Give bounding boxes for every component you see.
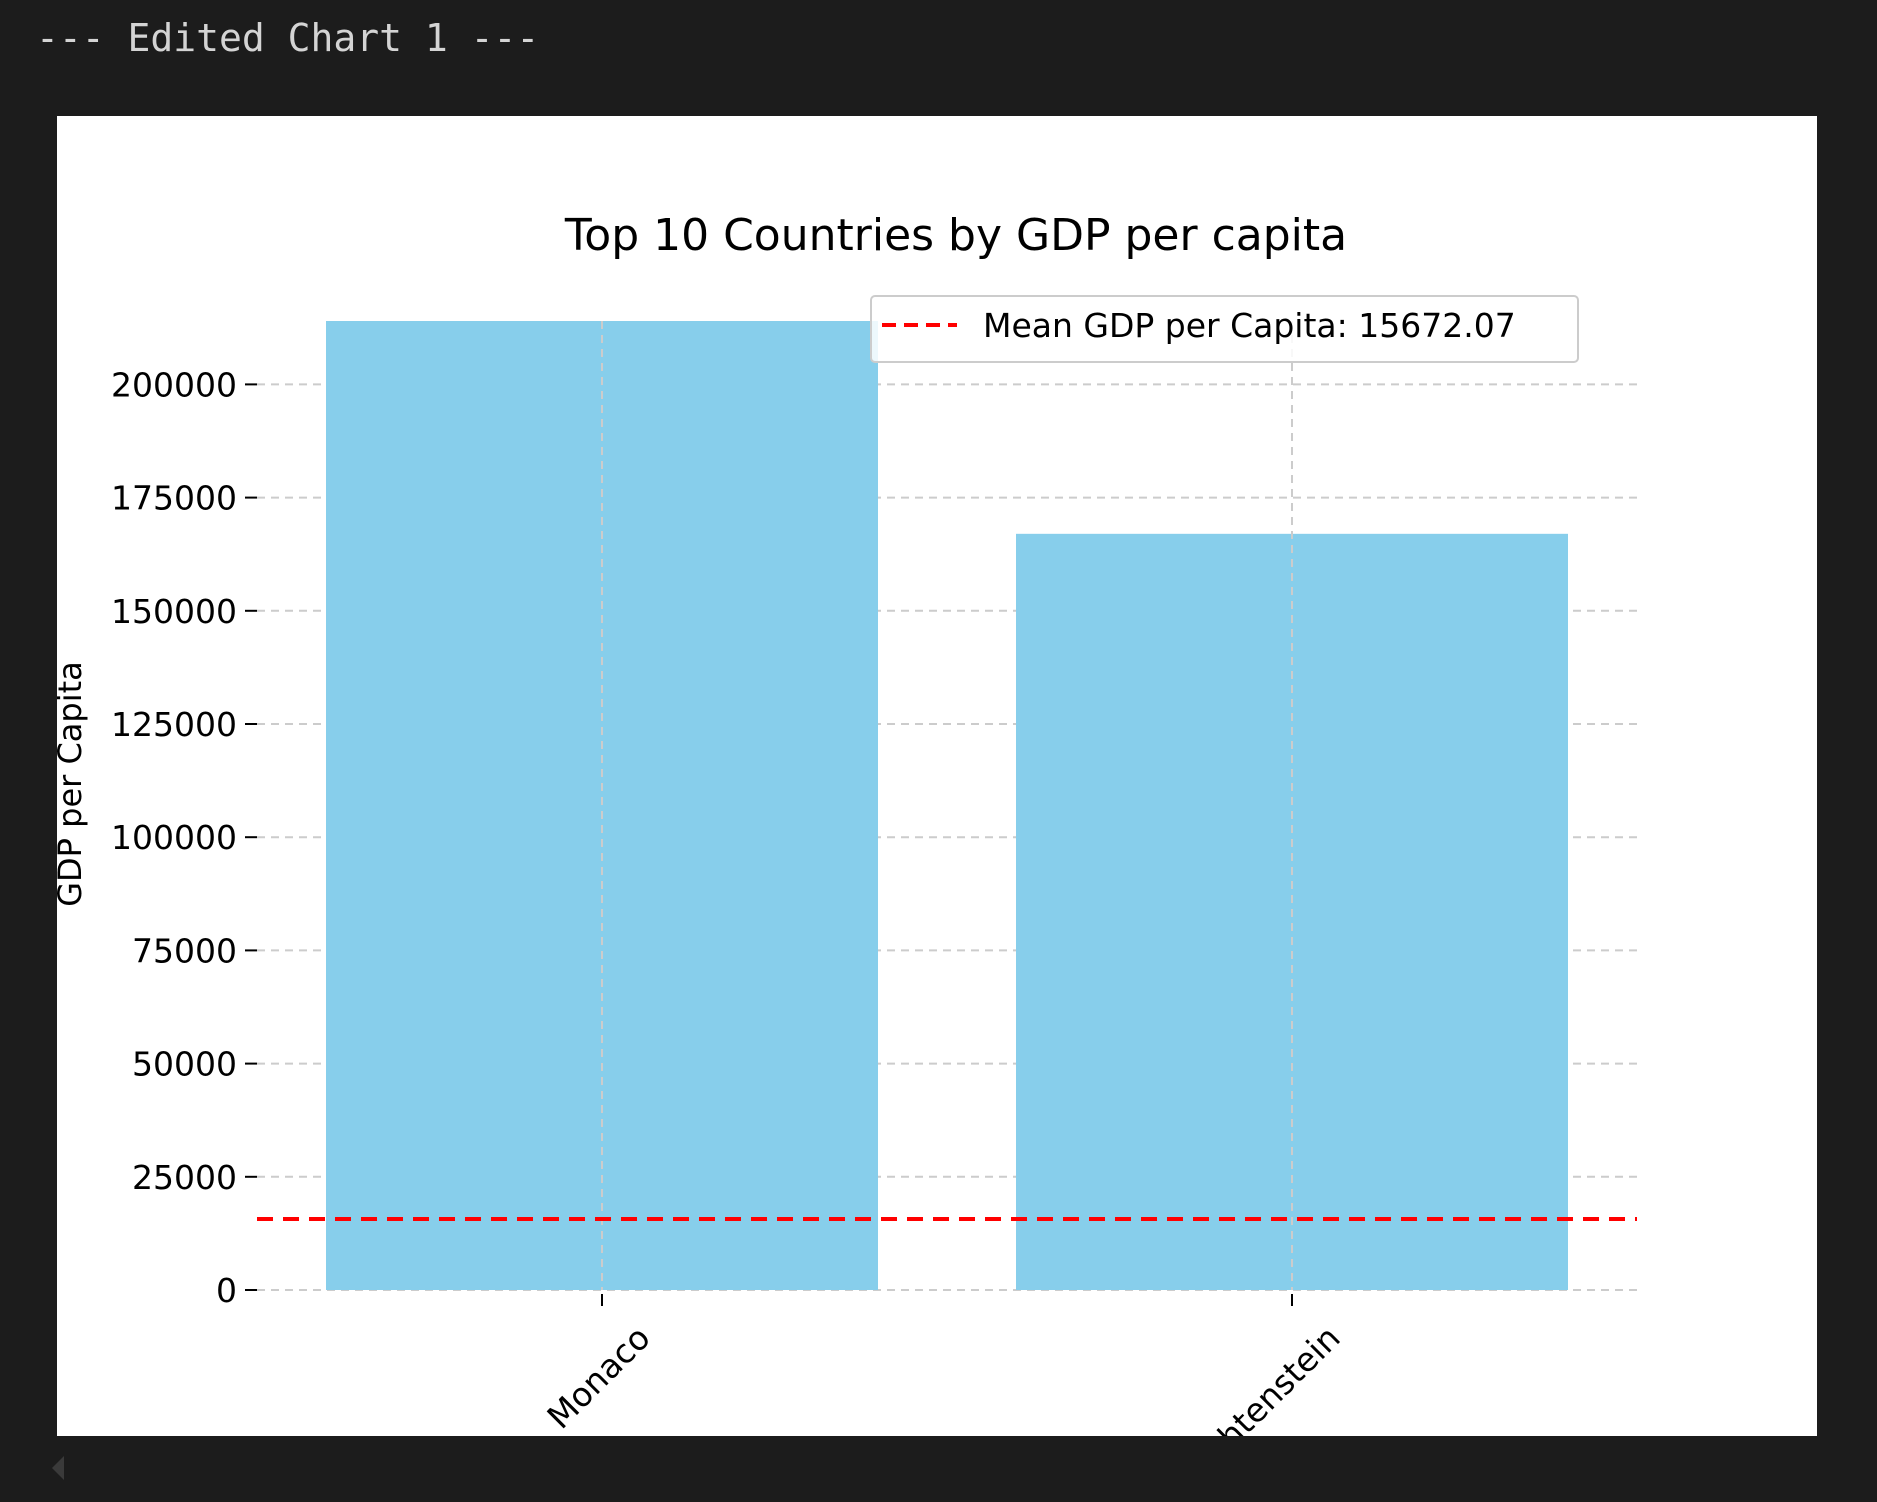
y-tick-label: 75000	[132, 931, 237, 970]
x-tick-label: Liechtenstein	[1163, 1318, 1347, 1436]
y-tick-label: 150000	[111, 592, 237, 631]
y-tick-label: 175000	[111, 479, 237, 518]
bar-chart: 0 25000 50000 75000 100000 125000 150000 175000…	[57, 210, 1637, 1436]
bars	[326, 321, 1568, 1290]
x-tick-label: Monaco	[539, 1318, 657, 1436]
legend: Mean GDP per Capita: 15672.07	[870, 295, 1579, 363]
chart-figure: 0 25000 50000 75000 100000 125000 150000 175000…	[57, 116, 1817, 1436]
output-header: --- Edited Chart 1 ---	[36, 16, 540, 60]
chart-title: Top 10 Countries by GDP per capita	[564, 210, 1347, 261]
legend-mean-label: Mean GDP per Capita: 15672.07	[983, 306, 1516, 345]
y-tick-label: 25000	[132, 1158, 237, 1197]
y-tick-label: 100000	[111, 818, 237, 857]
y-tick-label: 200000	[111, 365, 237, 404]
scroll-left-icon[interactable]	[52, 1456, 64, 1480]
x-axis: Monaco Liechtenstein	[539, 1294, 1348, 1436]
mean-line-layer	[257, 321, 1637, 1290]
y-tick-label: 50000	[132, 1045, 237, 1084]
y-tick-label: 0	[216, 1271, 237, 1310]
y-axis-label: GDP per Capita	[57, 661, 89, 907]
y-axis: 0 25000 50000 75000 100000 125000 150000 175000…	[111, 365, 257, 1310]
y-tick-label: 125000	[111, 705, 237, 744]
legend-frame	[870, 295, 1579, 363]
